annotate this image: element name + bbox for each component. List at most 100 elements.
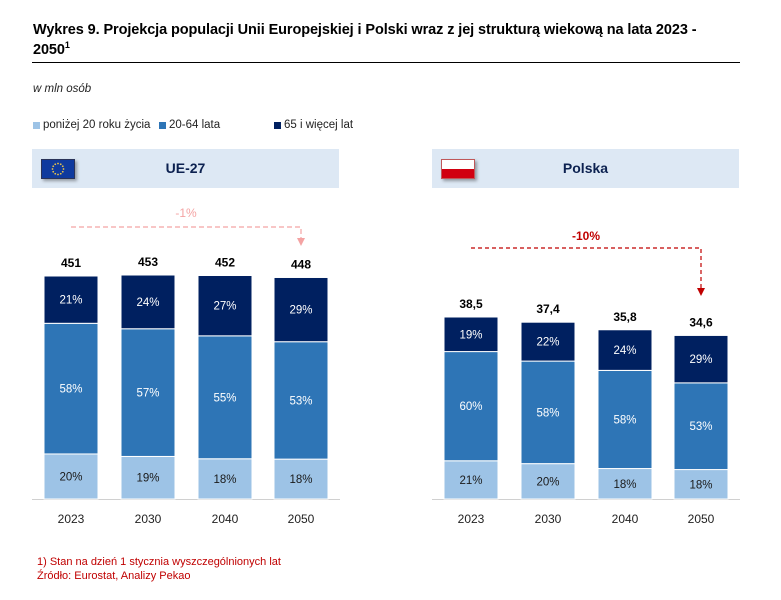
- ue-bar-label-2040-20-64: 55%: [213, 392, 236, 404]
- eu-star: [59, 172, 62, 175]
- ue-x-tick-2050: 2050: [288, 512, 315, 526]
- poland-flag-icon: [441, 159, 475, 179]
- pl-total-label-2023: 38,5: [459, 297, 483, 311]
- ue-bar-2030-20-64: [120, 328, 176, 457]
- ue-bar-2023-under20: [43, 453, 99, 500]
- pl-bar-2023-under20: [443, 460, 499, 500]
- ue-change-arrow-head-icon: [297, 238, 305, 246]
- pl-bar-2040-65plus: [597, 329, 653, 371]
- eu-star: [54, 163, 57, 166]
- pl-bar-2030-65plus: [520, 321, 576, 362]
- ue-bar-2050-20-64: [273, 341, 329, 460]
- legend-label-20-64: 20-64 lata: [169, 119, 221, 131]
- pl-bar-label-2023-65plus: 19%: [459, 329, 482, 341]
- eu-star: [59, 163, 62, 166]
- ue-bar-2023-65plus: [43, 275, 99, 324]
- ue-bar-label-2050-under20: 18%: [289, 474, 312, 486]
- eu-flag-icon: [41, 159, 75, 179]
- pl-change-arrow-line: [471, 247, 702, 289]
- ue-bar-label-2040-65plus: 27%: [213, 301, 236, 313]
- pl-bar-2040-20-64: [597, 369, 653, 470]
- ue-bar-label-2050-65plus: 29%: [289, 305, 312, 317]
- panel-title-ue: UE-27: [165, 160, 206, 176]
- legend-item-under20: poniżej 20 roku życia: [33, 119, 150, 131]
- ue-total-label-2040: 452: [215, 256, 235, 270]
- title-footnote-marker: 1: [64, 40, 70, 51]
- legend-item-65plus: 65 i więcej lat: [274, 119, 353, 131]
- pl-bar-label-2050-under20: 18%: [689, 479, 712, 491]
- ue-x-tick-2040: 2040: [212, 512, 239, 526]
- pl-bar-2050-under20: [673, 469, 729, 500]
- ue-bar-label-2030-under20: 19%: [136, 473, 159, 485]
- ue-bar-label-2023-65plus: 21%: [59, 295, 82, 307]
- pl-x-tick-2050: 2050: [688, 512, 715, 526]
- pl-total-label-2030: 37,4: [536, 302, 560, 316]
- eu-star: [54, 172, 57, 175]
- pl-bar-2030-under20: [520, 463, 576, 500]
- ue-bar-2050-under20: [273, 458, 329, 500]
- eu-star: [61, 165, 64, 168]
- eu-star: [57, 162, 59, 165]
- ue-x-tick-2023: 2023: [58, 512, 85, 526]
- ue-x-tick-2030: 2030: [135, 512, 162, 526]
- panel-title-polska: Polska: [562, 160, 609, 176]
- ue-bar-2030-65plus: [120, 274, 176, 330]
- pl-bar-2050-65plus: [673, 334, 729, 384]
- pl-bar-label-2023-under20: 21%: [459, 475, 482, 487]
- legend-swatch-under20: [33, 121, 40, 129]
- pl-bar-label-2040-65plus: 24%: [613, 345, 636, 357]
- legend-label-under20: poniżej 20 roku życia: [43, 119, 151, 131]
- ue-total-label-2023: 451: [61, 256, 81, 270]
- unit-label: w mln osób: [33, 83, 92, 95]
- pl-change-label: -10%: [572, 229, 600, 243]
- pl-bar-2040-under20: [597, 468, 653, 500]
- ue-change-label: -1%: [175, 206, 197, 220]
- pl-bar-label-2050-20-64: 53%: [689, 421, 712, 433]
- legend-swatch-65plus: [274, 121, 281, 129]
- ue-bar-label-2030-20-64: 57%: [136, 388, 159, 400]
- panel-header-ue: UE-27: [32, 149, 339, 188]
- ue-bar-2030-under20: [120, 455, 176, 500]
- ue-bar-2040-under20: [197, 458, 253, 500]
- ue-change-arrow-line: [71, 226, 302, 239]
- pl-total-label-2040: 35,8: [613, 310, 637, 324]
- pl-change-arrow-head-icon: [697, 288, 705, 296]
- pl-bar-label-2040-20-64: 58%: [613, 414, 636, 426]
- ue-bar-2023-20-64: [43, 322, 99, 455]
- pl-bar-2030-20-64: [520, 360, 576, 465]
- ue-bar-label-2023-20-64: 58%: [59, 384, 82, 396]
- ue-total-label-2030: 453: [138, 255, 158, 269]
- ue-bar-2040-65plus: [197, 275, 253, 337]
- ue-bar-2040-20-64: [197, 335, 253, 460]
- eu-star: [62, 168, 65, 170]
- legend-swatch-20-64: [159, 121, 166, 129]
- ue-bar-label-2040-under20: 18%: [213, 474, 236, 486]
- footnote-source: Źródło: Eurostat, Analizy Pekao: [37, 570, 191, 582]
- pl-x-tick-2023: 2023: [458, 512, 485, 526]
- pl-bar-2050-20-64: [673, 382, 729, 471]
- ue-bar-label-2023-under20: 20%: [59, 471, 82, 483]
- legend-item-20-64: 20-64 lata: [159, 119, 220, 131]
- ue-total-label-2050: 448: [291, 257, 311, 271]
- eu-star: [57, 173, 59, 176]
- title-divider: [32, 62, 740, 63]
- ue-bar-2050-65plus: [273, 276, 329, 343]
- eu-star: [52, 165, 55, 168]
- eu-star: [52, 170, 55, 173]
- pl-bar-label-2023-20-64: 60%: [459, 401, 482, 413]
- footnote-note: 1) Stan na dzień 1 stycznia wyszczególni…: [37, 556, 281, 568]
- pl-bar-label-2030-under20: 20%: [536, 476, 559, 488]
- chart-title-text: Wykres 9. Projekcja populacji Unii Europ…: [33, 22, 697, 58]
- pl-bar-2023-20-64: [443, 351, 499, 462]
- legend-label-65plus: 65 i więcej lat: [284, 119, 354, 131]
- pl-bar-label-2050-65plus: 29%: [689, 354, 712, 366]
- chart-title: Wykres 9. Projekcja populacji Unii Europ…: [33, 20, 733, 60]
- pl-x-tick-2040: 2040: [612, 512, 639, 526]
- panel-header-polska: Polska: [432, 149, 739, 188]
- pl-total-label-2050: 34,6: [689, 315, 713, 329]
- pl-bar-label-2040-under20: 18%: [613, 479, 636, 491]
- ue-bar-label-2030-65plus: 24%: [136, 297, 159, 309]
- footnotes: 1) Stan na dzień 1 stycznia wyszczególni…: [37, 555, 281, 583]
- pl-bar-label-2030-20-64: 58%: [536, 407, 559, 419]
